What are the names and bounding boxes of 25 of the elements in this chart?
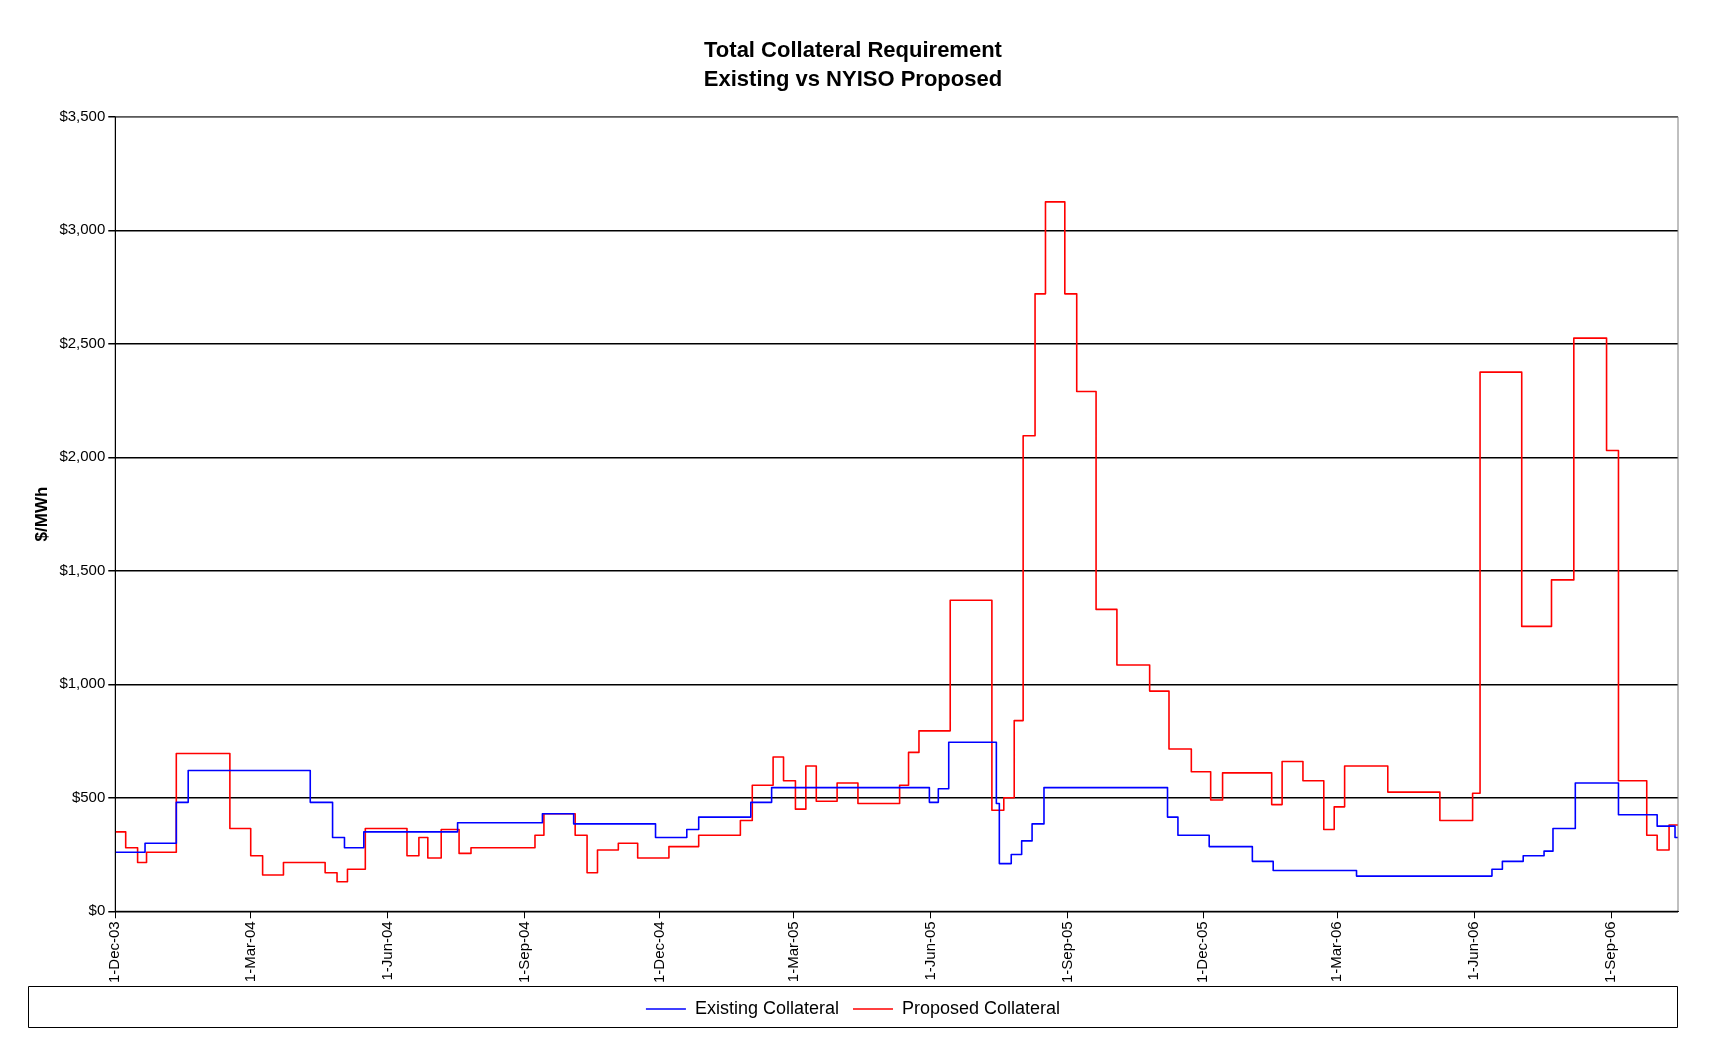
- x-tick-label: 1-Sep-06: [1601, 921, 1619, 984]
- x-tick-label: 1-Sep-05: [1057, 921, 1075, 984]
- y-tick-label: $1,000: [59, 674, 106, 692]
- legend-label: Existing Collateral: [694, 997, 839, 1018]
- x-tick-label: 1-Dec-03: [105, 921, 123, 983]
- x-tick-label: 1-Dec-04: [650, 921, 668, 983]
- x-tick-label: 1-Mar-05: [784, 921, 802, 983]
- x-tick-label: 1-Jun-06: [1464, 921, 1482, 981]
- y-tick-label: $500: [71, 787, 106, 805]
- x-tick-label: 1-Mar-04: [240, 921, 258, 983]
- y-tick-label: $2,500: [59, 333, 106, 351]
- x-tick-label: 1-Dec-05: [1193, 921, 1211, 983]
- y-tick-label: $3,500: [59, 106, 106, 124]
- x-tick-label: 1-Mar-06: [1327, 921, 1345, 983]
- y-axis-title: $/MWh: [31, 486, 51, 542]
- y-tick-label: $3,000: [59, 220, 106, 238]
- y-tick-label: $2,000: [59, 447, 106, 465]
- y-tick-label: $0: [88, 901, 106, 919]
- chart-subtitle: Existing vs NYISO Proposed: [703, 65, 1003, 91]
- legend-label: Proposed Collateral: [901, 997, 1061, 1018]
- x-tick-label: 1-Jun-04: [377, 921, 395, 981]
- y-tick-label: $1,500: [59, 560, 106, 578]
- x-tick-label: 1-Jun-05: [921, 921, 939, 981]
- chart-title: Total Collateral Requirement: [704, 37, 1003, 63]
- x-tick-label: 1-Sep-04: [514, 921, 532, 984]
